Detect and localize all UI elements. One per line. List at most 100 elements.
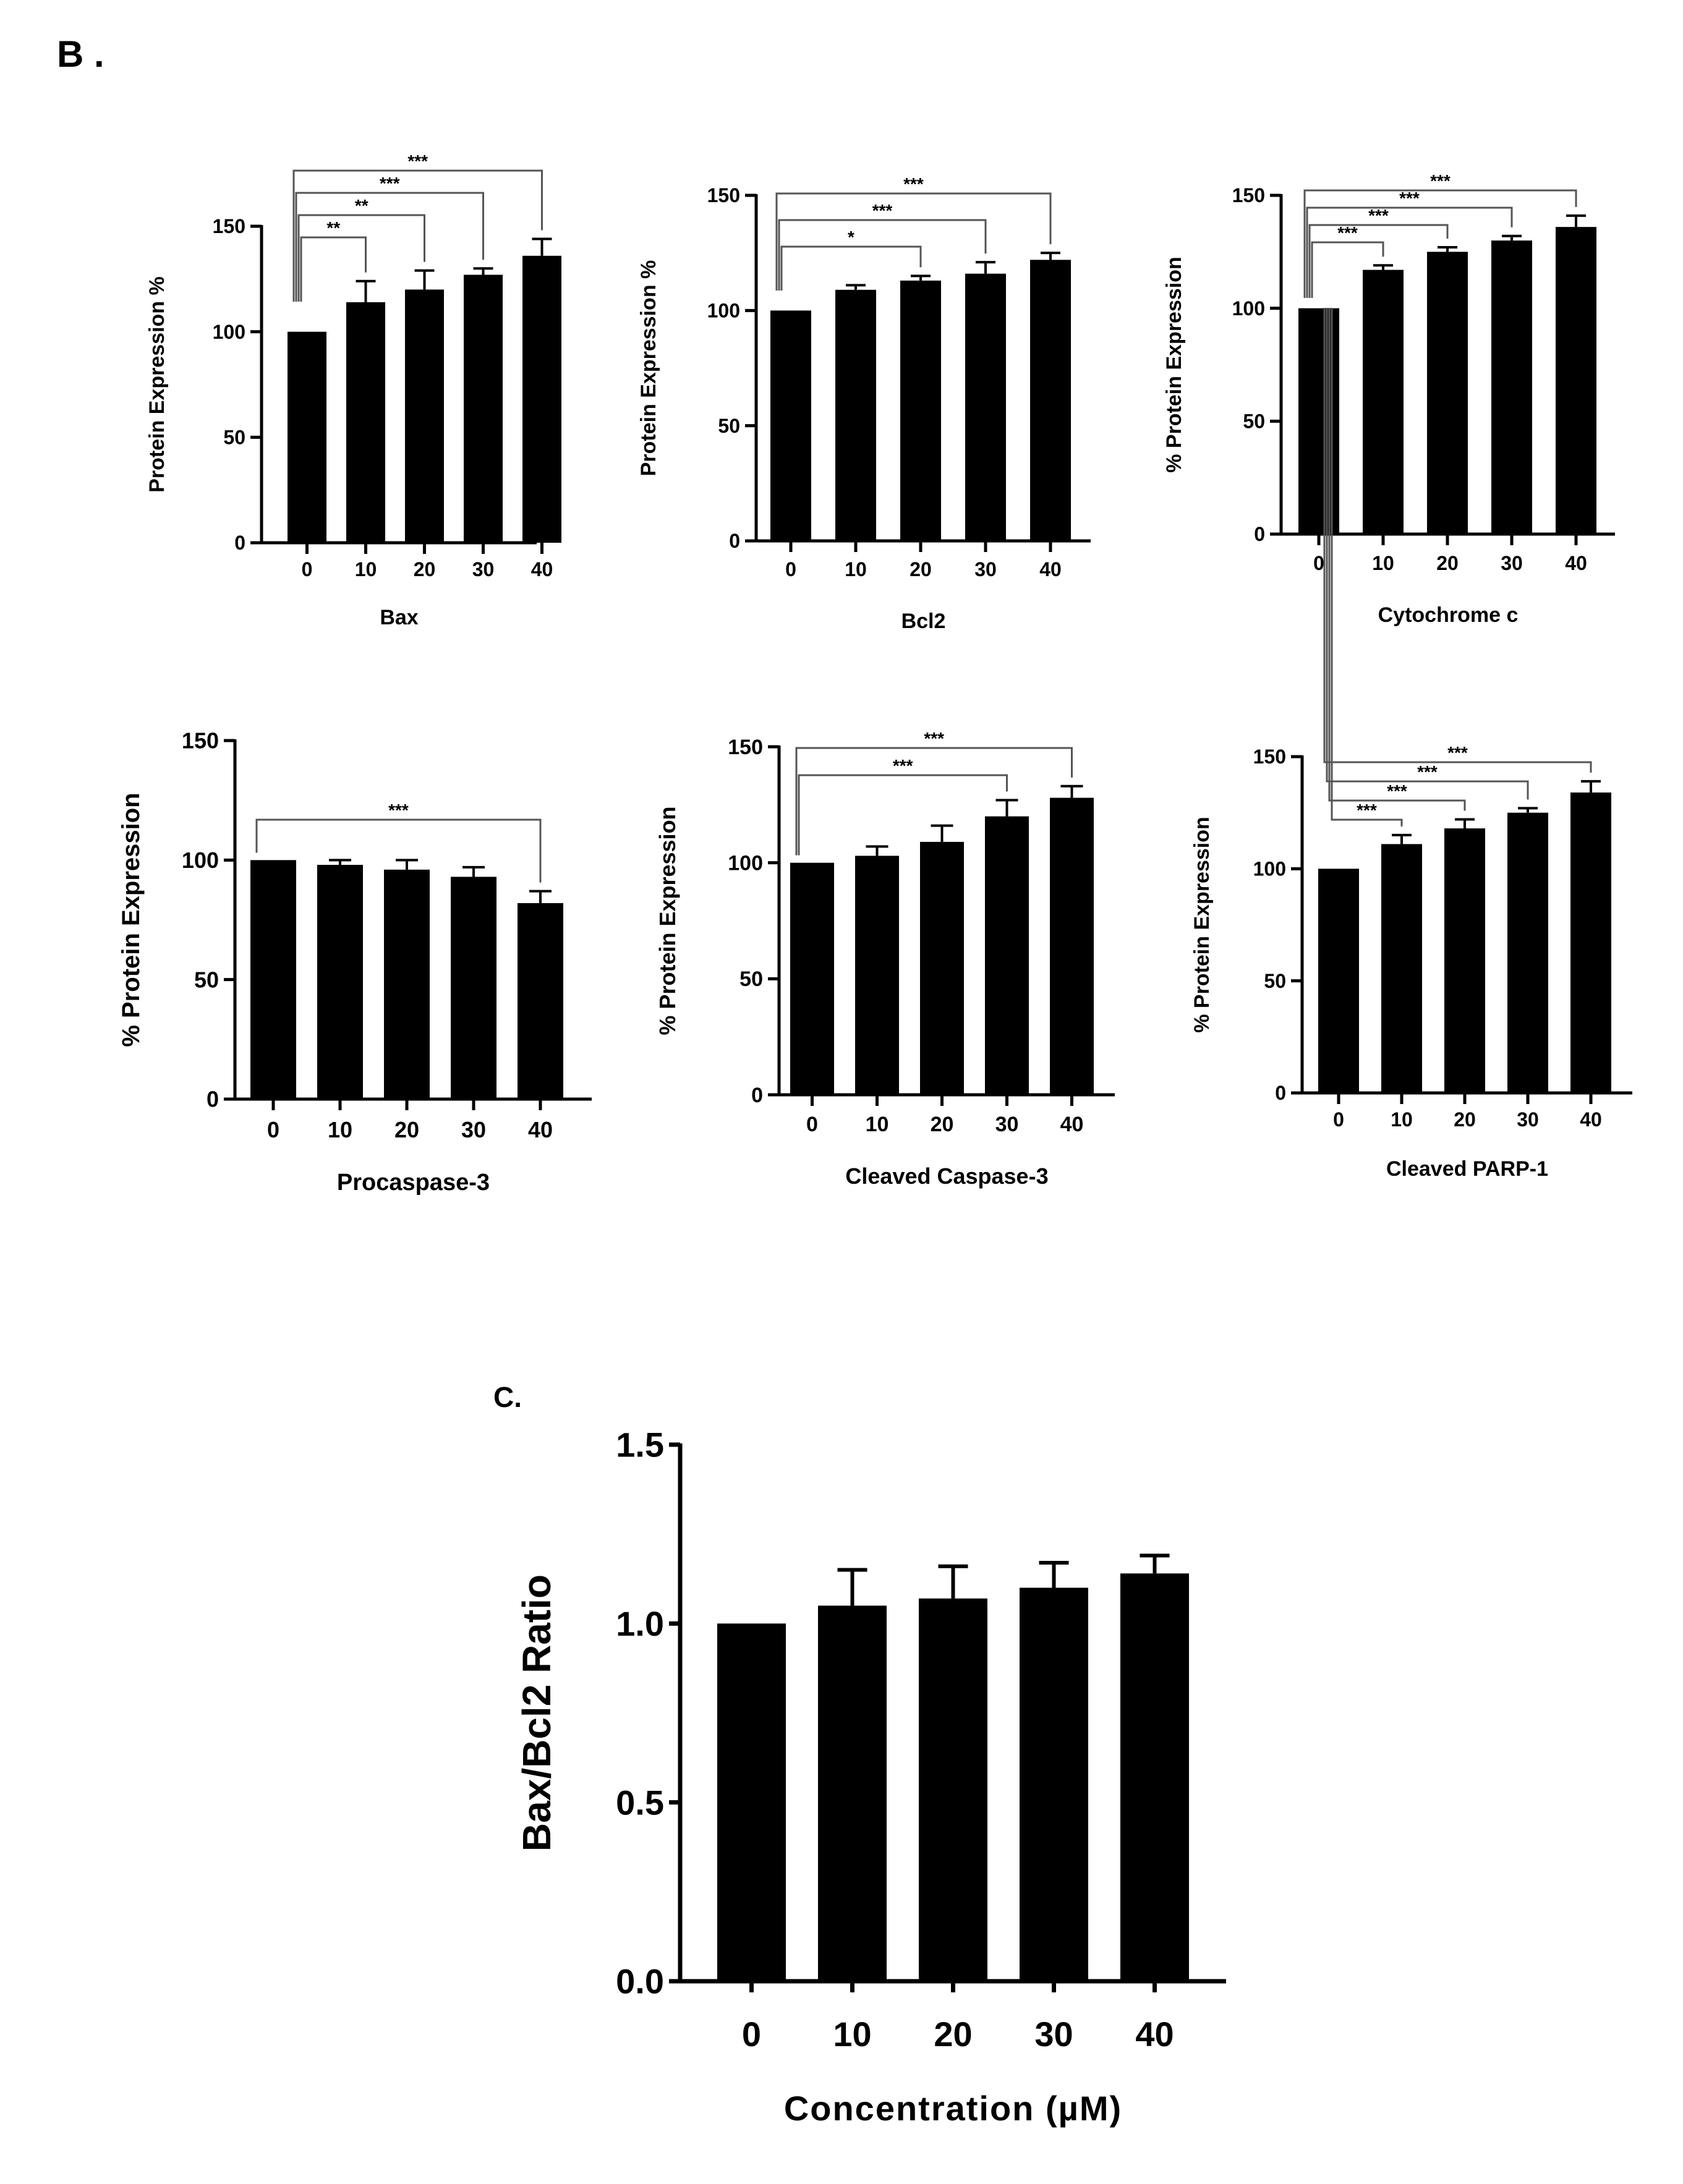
bar	[985, 816, 1029, 1095]
x-axis-label: Cleaved Caspase-3	[845, 1163, 1048, 1189]
significance-bracket	[795, 747, 1073, 856]
x-tick-label: 10	[1391, 1108, 1413, 1131]
significance-label: ***	[407, 151, 428, 171]
significance-label: ***	[1447, 743, 1468, 762]
y-tick-label: 150	[213, 215, 245, 237]
x-tick-label: 10	[845, 558, 867, 580]
y-tick-label: 50	[194, 967, 219, 992]
significance-bracket	[798, 774, 1008, 856]
x-tick-label: 20	[394, 1117, 419, 1142]
y-axis-label: Bax/Bcl2 Ratio	[514, 1574, 559, 1851]
bar	[518, 903, 563, 1099]
y-tick-label: 0.5	[616, 1783, 664, 1822]
significance-label: ***	[1337, 223, 1358, 242]
y-axis-label: Protein Expression %	[145, 276, 169, 493]
significance-bracket	[778, 219, 987, 291]
x-tick-label: 30	[461, 1117, 486, 1142]
y-axis-label: % Protein Expression	[1190, 817, 1214, 1033]
x-tick-label: 20	[910, 558, 932, 580]
significance-label: ***	[1368, 206, 1389, 225]
bar	[405, 289, 444, 543]
x-tick-label: 30	[974, 558, 997, 580]
y-tick-label: 150	[728, 736, 763, 759]
significance-label: ***	[1357, 801, 1377, 820]
y-tick-label: 0	[729, 530, 740, 552]
x-tick-label: 20	[1454, 1108, 1476, 1131]
x-tick-label: 10	[866, 1113, 889, 1136]
bar	[1050, 797, 1094, 1095]
bar	[919, 1598, 987, 1981]
x-axis-label: Bax	[380, 606, 418, 629]
significance-bracket	[1303, 189, 1577, 298]
y-axis-label: % Protein Expression	[1162, 257, 1186, 473]
significance-bracket	[1323, 308, 1592, 773]
x-axis-label: Procaspase-3	[337, 1170, 490, 1196]
x-tick-label: 0	[742, 2015, 761, 2054]
chart-bax: 0 50 100 150 0 10 20 30 40 Bax Protein Expression …	[145, 151, 561, 629]
y-tick-label: 50	[1264, 970, 1286, 992]
y-tick-label: 50	[739, 967, 763, 991]
significance-label: *	[848, 227, 854, 247]
significance-bracket	[1328, 308, 1466, 811]
bar	[522, 255, 561, 543]
bar	[855, 856, 899, 1095]
bar	[1556, 227, 1596, 534]
chart-bax-bcl2-ratio: 0.0 0.5 1.0 1.5 0 10 20 30 40 Concentration (µM) B…	[514, 1426, 1226, 2128]
bar	[384, 869, 430, 1099]
bar	[1298, 308, 1339, 534]
y-tick-label: 100	[1253, 858, 1286, 880]
y-tick-label: 150	[707, 184, 740, 206]
bar	[835, 289, 876, 541]
y-tick-label: 100	[182, 848, 219, 873]
y-tick-label: 100	[213, 321, 245, 343]
chart-bcl2: 0 50 100 150 0 10 20 30 40 Bcl2 Protein Expression…	[637, 174, 1091, 633]
y-axis-label: % Protein Expression	[655, 806, 680, 1035]
significance-bracket	[295, 192, 484, 302]
significance-label: **	[326, 218, 340, 237]
bar	[1020, 1587, 1088, 1981]
x-tick-label: 10	[328, 1117, 352, 1142]
significance-label: ***	[872, 201, 893, 220]
bar	[770, 310, 811, 541]
significance-bracket	[1326, 308, 1529, 800]
x-tick-label: 30	[1517, 1108, 1539, 1131]
y-tick-label: 0	[207, 1087, 219, 1112]
x-tick-label: 30	[1501, 552, 1523, 574]
y-tick-label: 1.5	[616, 1426, 664, 1464]
x-tick-label: 20	[931, 1113, 954, 1136]
bar	[900, 280, 941, 541]
significance-label: ***	[924, 729, 944, 748]
x-tick-label: 10	[833, 2015, 871, 2054]
significance-label: ***	[1399, 189, 1420, 208]
significance-label: ***	[1430, 171, 1451, 190]
significance-bracket	[255, 818, 542, 883]
bar	[1570, 792, 1611, 1093]
x-tick-label: 0	[806, 1113, 818, 1136]
bar	[965, 273, 1006, 541]
y-tick-label: 0	[234, 532, 245, 554]
panel-label-b: B .	[57, 33, 104, 75]
x-tick-label: 0	[1333, 1108, 1344, 1131]
x-tick-label: 20	[1436, 552, 1459, 574]
bar	[1363, 270, 1404, 534]
x-tick-label: 40	[531, 558, 553, 580]
bar	[790, 862, 834, 1095]
y-tick-label: 150	[182, 728, 219, 754]
x-axis-label: Bcl2	[901, 610, 946, 633]
bar	[1030, 260, 1071, 541]
y-tick-label: 50	[718, 415, 740, 437]
significance-bracket	[297, 214, 425, 302]
significance-bracket	[1331, 308, 1403, 826]
significance-label: ***	[388, 801, 409, 820]
bar	[1444, 828, 1485, 1093]
x-tick-label: 0	[1313, 552, 1324, 574]
x-tick-label: 10	[355, 558, 377, 580]
y-tick-label: 50	[223, 427, 245, 449]
y-tick-label: 0	[1254, 523, 1265, 545]
bar	[717, 1623, 786, 1981]
bar	[317, 865, 363, 1099]
significance-label: ***	[903, 174, 924, 193]
y-axis-label: % Protein Expression	[117, 792, 145, 1047]
y-tick-label: 100	[707, 300, 740, 322]
